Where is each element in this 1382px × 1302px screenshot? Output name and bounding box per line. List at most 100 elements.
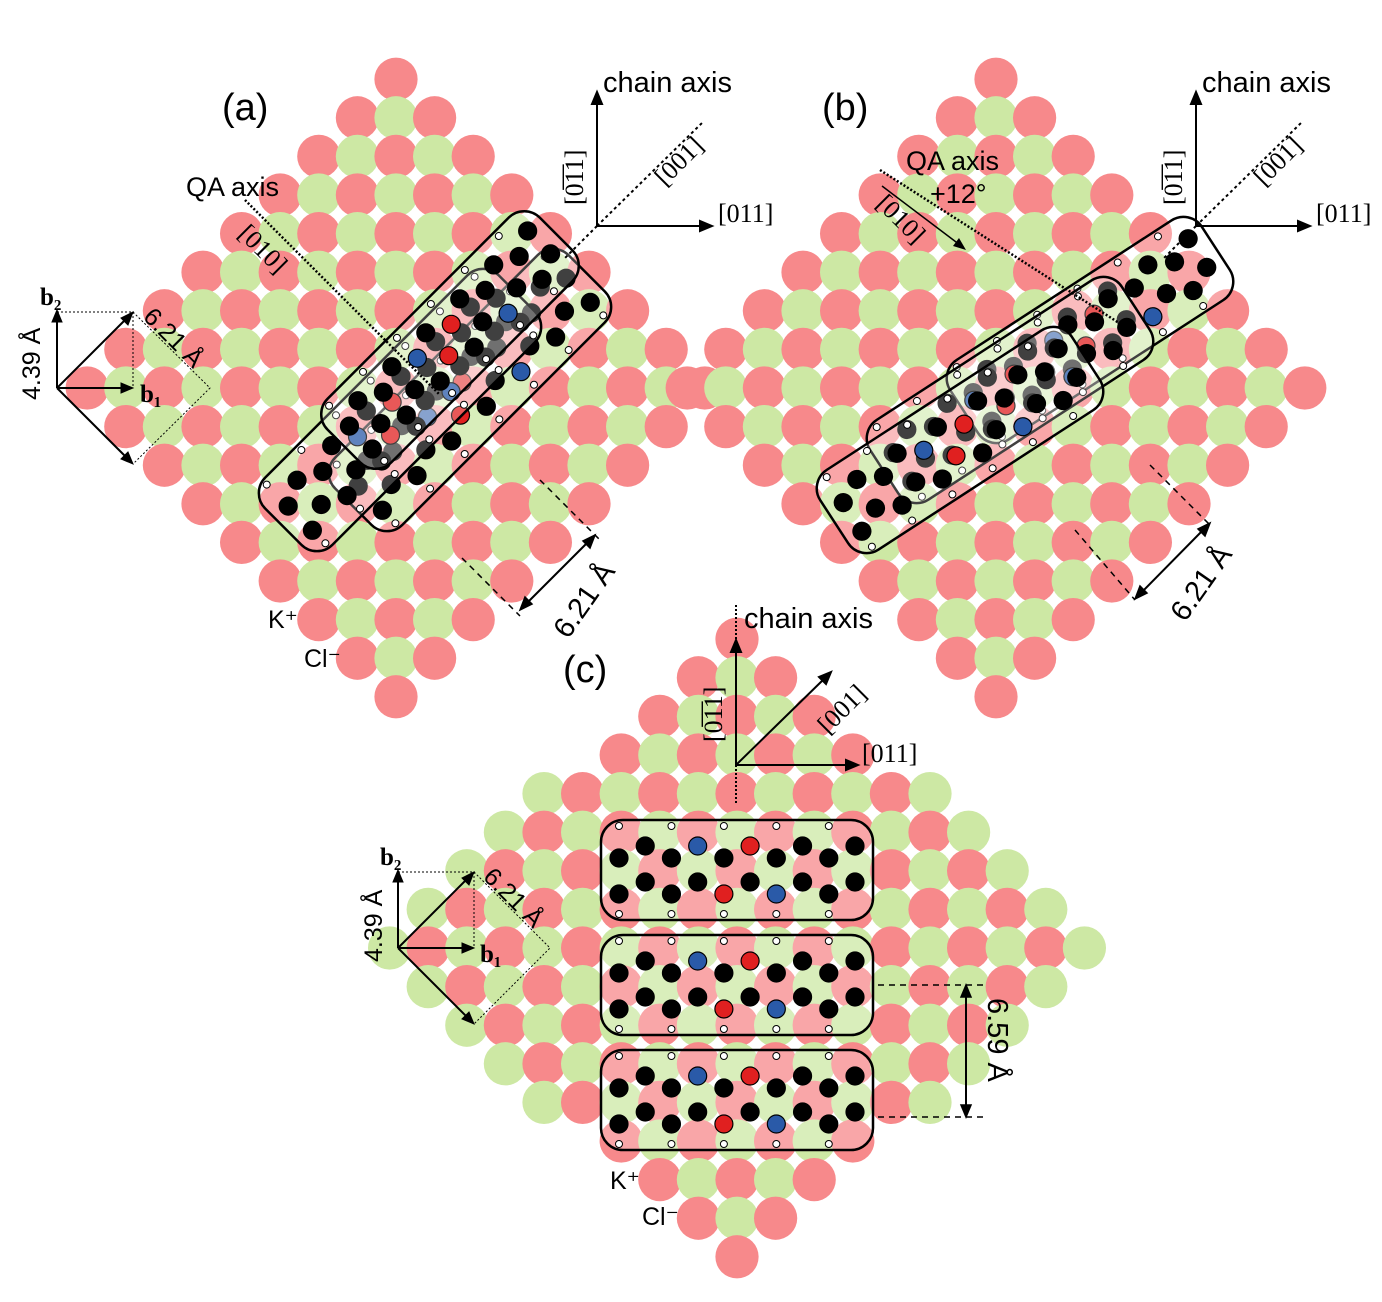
- k-ion: [715, 617, 759, 661]
- k-ion: [1205, 366, 1250, 410]
- panel-b-qa-axis-line: [879, 168, 1131, 332]
- cl-ion: [819, 404, 864, 449]
- k-ion: [335, 96, 380, 140]
- k-ion: [1051, 211, 1095, 256]
- hydrogen-atom: [903, 420, 912, 429]
- cl-ion: [1090, 520, 1134, 565]
- cl-ion: [897, 327, 941, 372]
- carbon-atom: [554, 301, 575, 321]
- cl-ion: [490, 520, 534, 565]
- k-ion: [219, 211, 264, 256]
- k-ion: [1090, 559, 1134, 603]
- cl-ion: [1062, 926, 1107, 970]
- panel-c-direction-axes: [729, 637, 861, 772]
- k-ion: [974, 57, 1018, 101]
- hydrogen-atom: [917, 492, 926, 501]
- hydrogen-atom: [1069, 411, 1078, 420]
- carbon-atom: [1084, 312, 1105, 332]
- cl-ion: [406, 887, 450, 932]
- hydrogen-atom: [667, 822, 676, 830]
- hydrogen-atom: [872, 423, 881, 432]
- panel-c-spacing: 6.59 Å: [981, 998, 1014, 1082]
- cl-ion: [676, 771, 721, 816]
- carbon-atom: [792, 872, 813, 892]
- k-ion: [1051, 443, 1095, 487]
- k-ion: [897, 134, 941, 179]
- oxygen-atom: [954, 414, 974, 434]
- panel-c-molecule-2: [599, 933, 875, 1037]
- hydrogen-atom: [908, 516, 917, 525]
- hydrogen-atom: [1038, 414, 1047, 423]
- cl-ion: [974, 96, 1018, 140]
- k-ion: [567, 327, 611, 372]
- panel-a-qa-axis-line: [244, 199, 441, 396]
- cl-ion: [1128, 482, 1173, 526]
- carbon-atom: [407, 466, 427, 486]
- carbon-atom: [845, 951, 865, 971]
- carbon-atom: [1197, 257, 1217, 278]
- cl-ion: [715, 1196, 759, 1240]
- cl-ion: [753, 771, 798, 816]
- carbon-atom: [740, 1102, 760, 1122]
- k-ion: [374, 57, 418, 101]
- panel-c-molecule-1: [599, 818, 875, 922]
- panel-c-dir-right: [011]: [862, 739, 917, 768]
- k-ion: [869, 1003, 914, 1047]
- panel-b-direction-axes: [1163, 89, 1313, 259]
- carbon-atom: [865, 498, 886, 518]
- k-ion: [974, 597, 1018, 642]
- oxygen-atom: [740, 836, 760, 856]
- panel-c-ion-k: K⁺: [610, 1167, 640, 1195]
- panel-b-qa-axis: QA axis: [906, 146, 999, 176]
- hydrogen-atom: [988, 464, 997, 473]
- k-ion: [335, 327, 380, 372]
- carbon-atom: [688, 987, 708, 1007]
- panel-b-dir-diag: [001]: [1248, 131, 1308, 191]
- carbon-atom: [540, 244, 561, 264]
- k-ion: [935, 173, 980, 217]
- panel-a-b2: b₂: [40, 284, 61, 311]
- k-ion: [974, 211, 1018, 256]
- cl-ion: [374, 559, 418, 603]
- k-ion: [974, 134, 1018, 179]
- cl-ion: [1051, 173, 1095, 217]
- k-ion: [858, 173, 902, 217]
- carbon-atom: [819, 884, 839, 904]
- k-ion: [742, 366, 787, 410]
- carbon-atom: [509, 246, 529, 267]
- cl-ion: [974, 559, 1018, 603]
- k-ion: [445, 964, 489, 1009]
- cl-ion: [297, 250, 341, 294]
- cl-ion: [974, 173, 1018, 217]
- cl-ion: [908, 849, 952, 893]
- cl-ion: [676, 1080, 721, 1125]
- hydrogen-atom: [366, 376, 375, 385]
- k-ion: [908, 810, 952, 854]
- carbon-atom: [476, 396, 496, 416]
- nitrogen-atom: [766, 1114, 786, 1134]
- hydrogen-atom: [772, 910, 781, 918]
- panel-c-dist-2: 4.39 Å: [358, 889, 388, 962]
- panel-c-ion-cl: Cl⁻: [642, 1203, 679, 1231]
- hydrogen-atom: [615, 910, 623, 918]
- hydrogen-atom: [993, 344, 1002, 353]
- carbon-atom: [887, 443, 907, 463]
- carbon-atom: [1178, 229, 1198, 249]
- k-ion: [753, 656, 798, 700]
- oxygen-atom: [714, 999, 734, 1019]
- carbon-atom: [792, 836, 813, 856]
- k-ion: [483, 849, 528, 893]
- cl-ion: [451, 559, 495, 603]
- carbon-atom: [845, 1102, 865, 1122]
- carbon-atom: [337, 486, 357, 506]
- k-ion: [753, 964, 798, 1009]
- hydrogen-atom: [356, 504, 365, 513]
- hydrogen-atom: [953, 370, 962, 379]
- carbon-atom: [609, 963, 629, 983]
- carbon-atom: [287, 470, 307, 490]
- panel-a-qa-axis: QA axis: [186, 172, 279, 202]
- cl-ion: [676, 694, 721, 739]
- cl-ion: [560, 964, 605, 1009]
- panel-b-qa-angle: +12°: [930, 179, 987, 209]
- cl-ion: [451, 482, 495, 526]
